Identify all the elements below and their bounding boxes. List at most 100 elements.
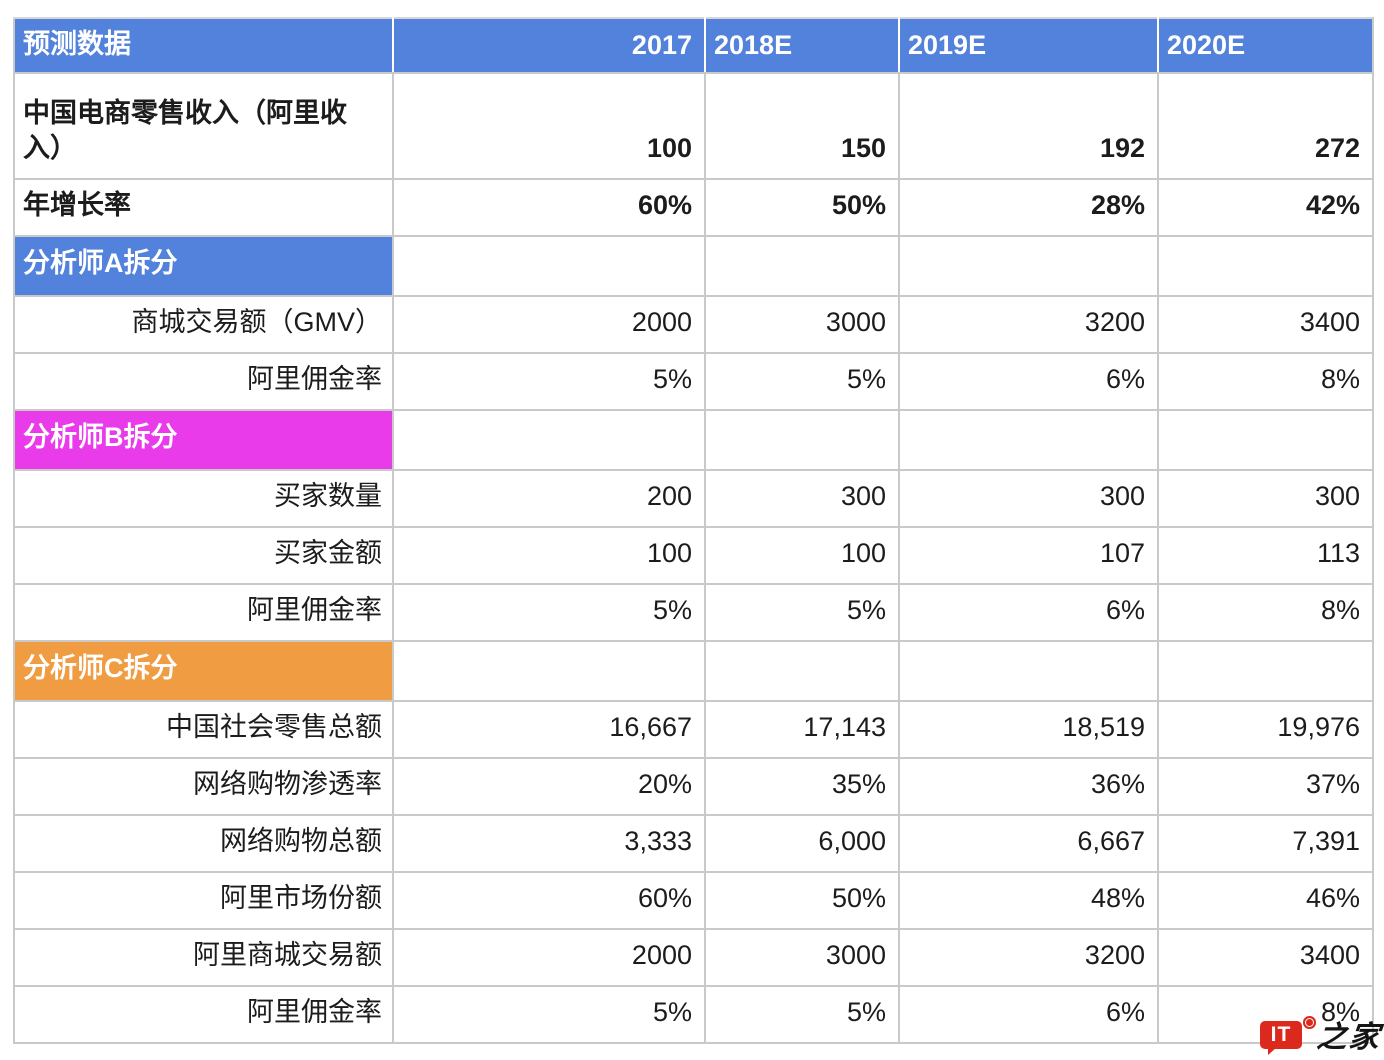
column-header: 2018E [704, 17, 900, 74]
value-cell [898, 235, 1159, 297]
value-cell: 3,333 [392, 814, 706, 873]
value-cell: 5% [392, 985, 706, 1044]
column-header: 2017 [392, 17, 706, 74]
value-cell [1157, 235, 1374, 297]
value-cell: 36% [898, 757, 1159, 816]
section-label: 分析师B拆分 [13, 409, 394, 471]
value-cell: 5% [704, 583, 900, 642]
row-label: 中国电商零售收入（阿里收入） [13, 72, 394, 180]
value-cell: 300 [1157, 469, 1374, 528]
value-cell: 6% [898, 583, 1159, 642]
value-cell: 46% [1157, 871, 1374, 930]
row-label: 阿里佣金率 [13, 352, 394, 411]
section-row: 分析师C拆分 [13, 640, 1374, 702]
table-body: 中国电商零售收入（阿里收入） 100 150 192 272 年增长率 60% 50% 28% 4… [13, 72, 1374, 1044]
value-cell: 150 [704, 72, 900, 180]
value-cell: 272 [1157, 72, 1374, 180]
value-cell [898, 409, 1159, 471]
value-cell: 5% [704, 352, 900, 411]
column-header: 2019E [898, 17, 1159, 74]
row-label: 阿里市场份额 [13, 871, 394, 930]
value-cell: 60% [392, 871, 706, 930]
row-label: 网络购物渗透率 [13, 757, 394, 816]
value-cell: 2000 [392, 295, 706, 354]
value-cell: 50% [704, 178, 900, 237]
value-cell [1157, 409, 1374, 471]
value-cell: 192 [898, 72, 1159, 180]
value-cell: 6,667 [898, 814, 1159, 873]
table-row: 中国社会零售总额 16,667 17,143 18,519 19,976 [13, 700, 1374, 759]
row-label: 阿里商城交易额 [13, 928, 394, 987]
value-cell: 3400 [1157, 928, 1374, 987]
value-cell: 42% [1157, 178, 1374, 237]
value-cell: 60% [392, 178, 706, 237]
section-row: 分析师B拆分 [13, 409, 1374, 471]
value-cell: 5% [392, 583, 706, 642]
column-header: 预测数据 [13, 17, 394, 74]
row-label: 中国社会零售总额 [13, 700, 394, 759]
value-cell [392, 235, 706, 297]
row-label: 买家金额 [13, 526, 394, 585]
value-cell: 35% [704, 757, 900, 816]
section-row: 分析师A拆分 [13, 235, 1374, 297]
value-cell [704, 640, 900, 702]
value-cell: 50% [704, 871, 900, 930]
value-cell: 200 [392, 469, 706, 528]
value-cell: 3400 [1157, 295, 1374, 354]
value-cell: 5% [704, 985, 900, 1044]
table-row: 商城交易额（GMV） 2000 3000 3200 3400 [13, 295, 1374, 354]
value-cell [392, 409, 706, 471]
value-cell [898, 640, 1159, 702]
value-cell: 6% [898, 352, 1159, 411]
value-cell [704, 409, 900, 471]
value-cell: 5% [392, 352, 706, 411]
table-row: 阿里佣金率 5% 5% 6% 8% [13, 583, 1374, 642]
row-label: 年增长率 [13, 178, 394, 237]
value-cell: 19,976 [1157, 700, 1374, 759]
forecast-table: 预测数据 2017 2018E 2019E 2020E 中国电商零售收入（阿里收入） 10… [13, 17, 1374, 1044]
value-cell: 2000 [392, 928, 706, 987]
table-row: 中国电商零售收入（阿里收入） 100 150 192 272 [13, 72, 1374, 180]
row-label: 网络购物总额 [13, 814, 394, 873]
table-row: 网络购物总额 3,333 6,000 6,667 7,391 [13, 814, 1374, 873]
value-cell: 6,000 [704, 814, 900, 873]
value-cell: 7,391 [1157, 814, 1374, 873]
table-row: 买家数量 200 300 300 300 [13, 469, 1374, 528]
value-cell: 18,519 [898, 700, 1159, 759]
table-row: 买家金额 100 100 107 113 [13, 526, 1374, 585]
value-cell: 100 [392, 526, 706, 585]
value-cell [704, 235, 900, 297]
section-label: 分析师A拆分 [13, 235, 394, 297]
value-cell: 300 [704, 469, 900, 528]
value-cell [1157, 640, 1374, 702]
row-label: 阿里佣金率 [13, 985, 394, 1044]
value-cell: 8% [1157, 583, 1374, 642]
table-row: 阿里佣金率 5% 5% 6% 8% [13, 985, 1374, 1044]
value-cell: 3200 [898, 295, 1159, 354]
table-row: 阿里市场份额 60% 50% 48% 46% [13, 871, 1374, 930]
table-row: 阿里佣金率 5% 5% 6% 8% [13, 352, 1374, 411]
table-row: 年增长率 60% 50% 28% 42% [13, 178, 1374, 237]
value-cell: 300 [898, 469, 1159, 528]
section-label: 分析师C拆分 [13, 640, 394, 702]
row-label: 买家数量 [13, 469, 394, 528]
value-cell: 28% [898, 178, 1159, 237]
value-cell: 113 [1157, 526, 1374, 585]
value-cell: 6% [898, 985, 1159, 1044]
value-cell: 107 [898, 526, 1159, 585]
value-cell: 48% [898, 871, 1159, 930]
value-cell [392, 640, 706, 702]
value-cell: 8% [1157, 352, 1374, 411]
value-cell: 100 [704, 526, 900, 585]
table-row: 网络购物渗透率 20% 35% 36% 37% [13, 757, 1374, 816]
value-cell: 3000 [704, 928, 900, 987]
column-header: 2020E [1157, 17, 1374, 74]
header-row: 预测数据 2017 2018E 2019E 2020E [13, 17, 1374, 74]
value-cell: 3000 [704, 295, 900, 354]
value-cell: 37% [1157, 757, 1374, 816]
value-cell: 8% [1157, 985, 1374, 1044]
row-label: 商城交易额（GMV） [13, 295, 394, 354]
table-row: 阿里商城交易额 2000 3000 3200 3400 [13, 928, 1374, 987]
value-cell: 17,143 [704, 700, 900, 759]
